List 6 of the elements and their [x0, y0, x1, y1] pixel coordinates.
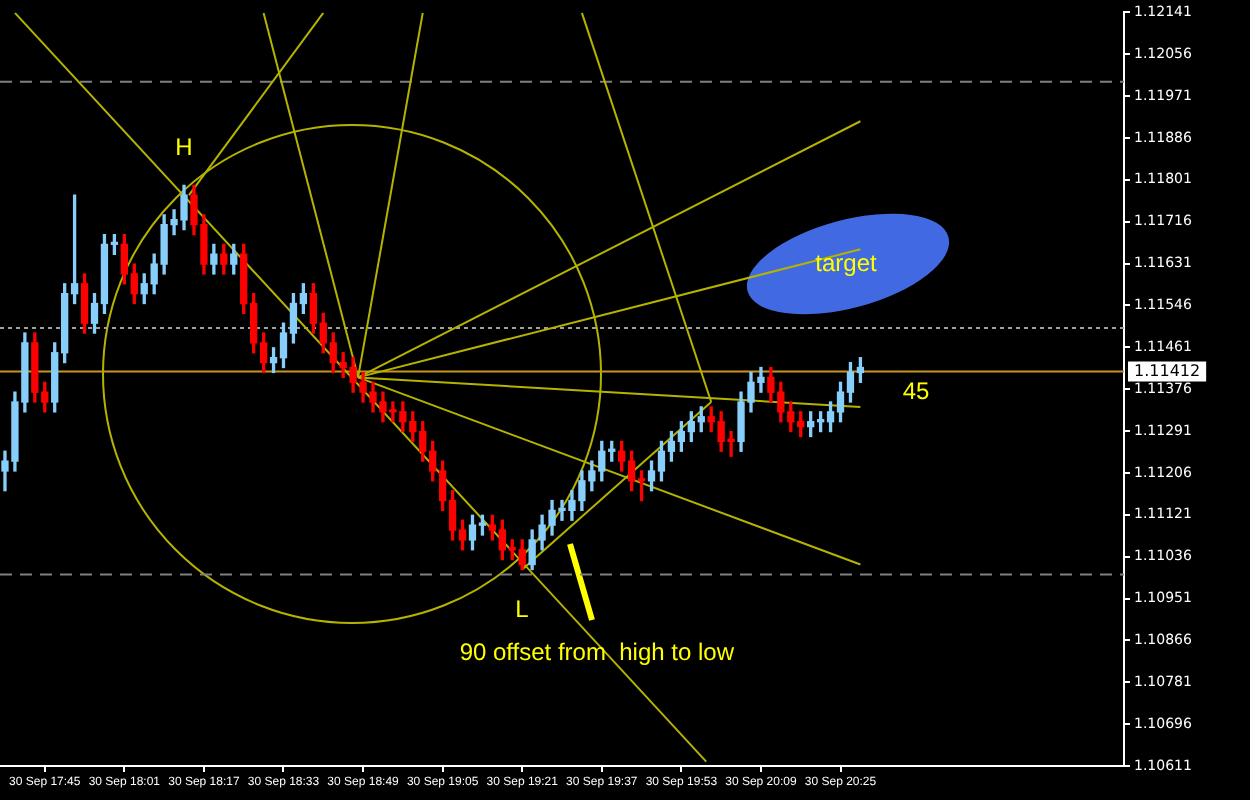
annotation: L — [515, 594, 530, 623]
annotation: H — [175, 132, 193, 161]
annotation: 90 offset from high to low — [459, 637, 735, 666]
annotation: target — [815, 248, 879, 277]
annotation: 45 — [902, 376, 930, 405]
ref-line-label: 1.11412 — [1134, 361, 1201, 380]
